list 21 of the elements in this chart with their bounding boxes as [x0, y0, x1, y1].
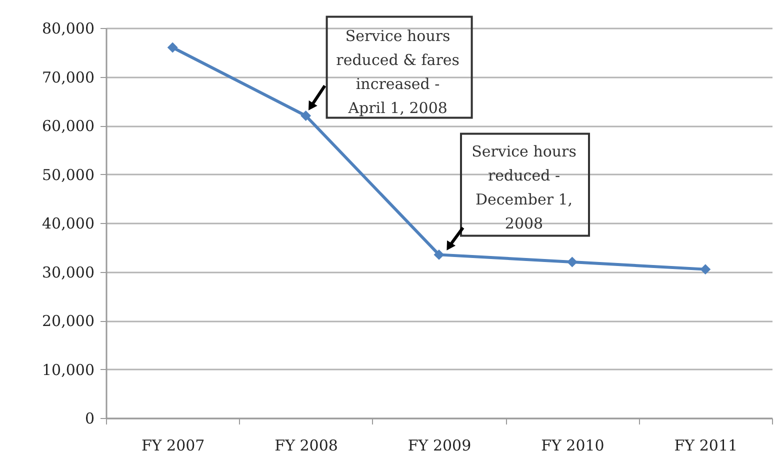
x-tick-label: FY 2011	[674, 436, 738, 454]
y-tick-label: 50,000	[42, 166, 94, 184]
point	[566, 256, 578, 268]
x-tick-label: FY 2010	[541, 436, 604, 454]
point	[434, 249, 444, 260]
y-tick-label: 30,000	[42, 263, 94, 282]
annotation: Service hours reduced - December 1, 2008	[472, 142, 576, 233]
y-tick-label: 40,000	[42, 214, 94, 232]
y-tick-label: 20,000	[42, 312, 94, 330]
y-tick-label: 60,000	[42, 117, 94, 135]
x-tick-label: FY 2009	[408, 436, 472, 454]
x-tick-label: FY 2008	[274, 436, 338, 454]
y-tick-label: 70,000	[42, 68, 94, 86]
y-tick-label: 80,000	[42, 20, 94, 38]
y-tick-label: 0	[84, 410, 94, 428]
point	[300, 110, 312, 121]
y-tick-label: 10,000	[42, 360, 94, 379]
point	[167, 42, 178, 53]
point	[700, 264, 711, 275]
x-tick-label: FY 2007	[141, 436, 205, 454]
annotation: Service hours reduced & fares increased - April 1, 2008	[336, 26, 460, 117]
